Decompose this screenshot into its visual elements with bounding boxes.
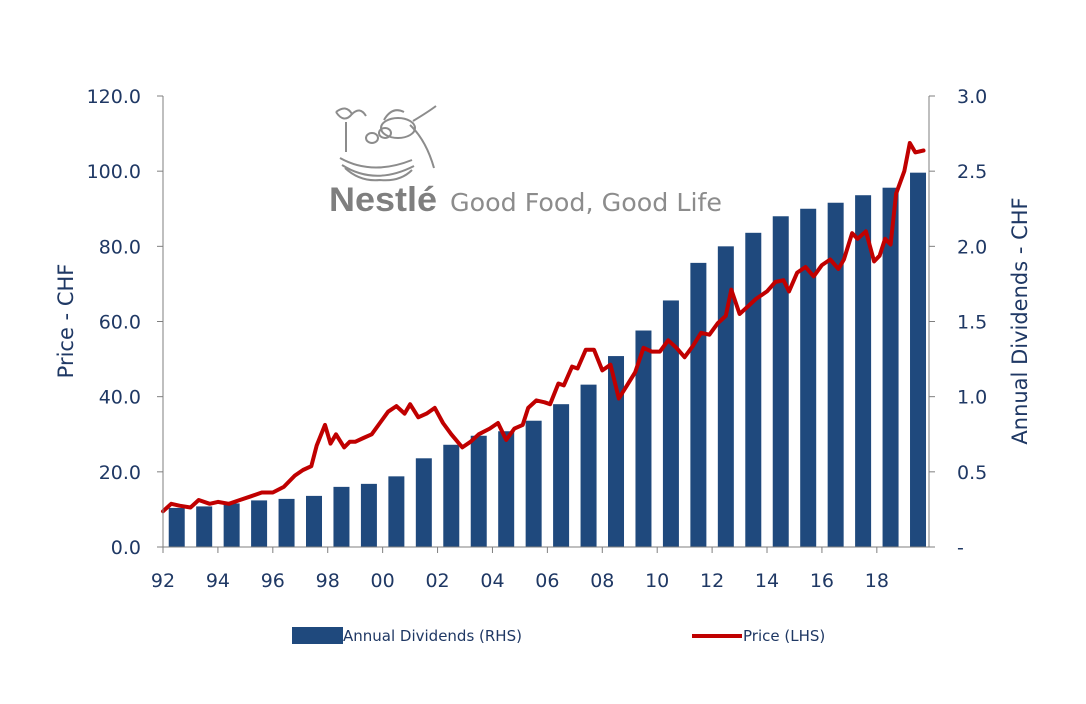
left-tick-label: 120.0 (87, 86, 141, 108)
dividend-bar-2010 (662, 300, 679, 547)
dividend-bar-1994 (223, 503, 240, 547)
x-tick-label: 06 (535, 570, 559, 592)
x-tick-label: 08 (590, 570, 614, 592)
right-tick-label: 0.5 (957, 462, 987, 484)
dividend-bar-1999 (360, 483, 377, 547)
dividend-bar-2002 (443, 444, 460, 547)
nestle-logo: Nestlé Good Food, Good Life (329, 105, 722, 219)
dividend-bar-2013 (745, 232, 762, 547)
dividend-bar-2015 (800, 208, 817, 547)
dividend-bar-2001 (415, 458, 432, 547)
x-tick-label: 16 (810, 570, 834, 592)
legend-price-label: Price (LHS) (743, 627, 825, 645)
dividend-bar-2004 (498, 431, 515, 547)
right-axis-title: Annual Dividends - CHF (1008, 197, 1032, 444)
dividend-bar-1995 (251, 500, 268, 547)
dividend-bar-2018 (882, 187, 899, 547)
logo-tagline: Good Food, Good Life (450, 188, 722, 217)
x-tick-label: 00 (371, 570, 395, 592)
dividend-bar-2005 (525, 420, 542, 547)
right-tick-label: - (957, 537, 964, 559)
left-axis-title: Price - CHF (54, 264, 78, 379)
dividend-bar-2000 (388, 476, 405, 547)
logo-brand: Nestlé (329, 181, 437, 219)
dividend-bar-1998 (333, 486, 350, 547)
x-tick-label: 02 (425, 570, 449, 592)
dividend-bar-2011 (690, 262, 707, 547)
dividend-bar-2006 (553, 404, 570, 547)
right-tick-label: 2.5 (957, 161, 987, 183)
right-tick-label: 1.0 (957, 387, 987, 409)
dividend-bar-2016 (827, 202, 844, 547)
left-tick-label: 80.0 (99, 236, 141, 258)
x-tick-label: 94 (206, 570, 230, 592)
left-tick-label: 60.0 (99, 312, 141, 334)
dividend-bar-1997 (306, 495, 323, 547)
x-tick-label: 14 (755, 570, 779, 592)
dividend-bar-2008 (608, 356, 625, 547)
dividend-bar-2003 (470, 435, 487, 547)
x-tick-label: 92 (151, 570, 175, 592)
left-tick-label: 100.0 (87, 161, 141, 183)
dividend-bar-2014 (772, 216, 789, 547)
dividend-bar-2019 (910, 172, 927, 548)
axes: 0.0 20.0 40.0 60.0 80.0 100.0 120.0 - 0.5 1.0 1.5 2… (87, 86, 988, 592)
x-tick-label: 18 (865, 570, 889, 592)
dividend-bar-2017 (855, 195, 872, 547)
legend: Annual Dividends (RHS) Price (LHS) (292, 627, 825, 645)
x-tick-label: 10 (645, 570, 669, 592)
left-tick-label: 40.0 (99, 387, 141, 409)
dividend-bar-1992 (168, 507, 185, 547)
dividend-bar-1996 (278, 498, 295, 547)
bird-nest-emblem-icon (335, 105, 437, 182)
x-tick-label: 04 (480, 570, 504, 592)
dividend-bar-2007 (580, 384, 597, 547)
left-tick-label: 20.0 (99, 462, 141, 484)
right-tick-label: 2.0 (957, 236, 987, 258)
price-line (161, 141, 926, 514)
dividend-bar-2009 (635, 330, 652, 547)
legend-dividends-label: Annual Dividends (RHS) (343, 627, 522, 645)
right-tick-label: 1.5 (957, 312, 987, 334)
x-tick-label: 12 (700, 570, 724, 592)
left-tick-label: 0.0 (111, 537, 141, 559)
dividend-bar-1993 (196, 506, 213, 547)
legend-dividends-swatch (292, 627, 343, 644)
x-tick-label: 96 (261, 570, 285, 592)
dividend-bars (168, 172, 927, 548)
x-tick-label: 98 (316, 570, 340, 592)
right-tick-label: 3.0 (957, 86, 987, 108)
